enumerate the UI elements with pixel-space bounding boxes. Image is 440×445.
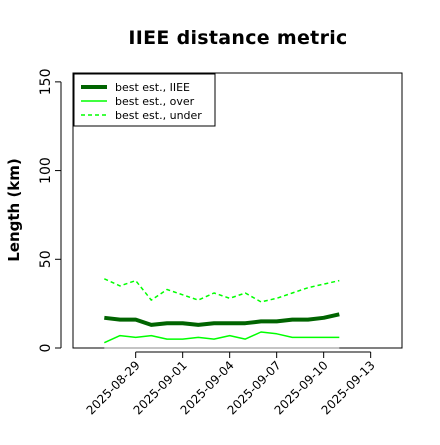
y-tick-label: 150 (38, 69, 54, 96)
y-tick-label: 100 (38, 157, 54, 184)
legend: best est., IIEE best est., over best est… (73, 73, 216, 127)
series-layer (103, 278, 340, 349)
chart-title: IIEE distance metric (128, 27, 347, 49)
series-line-2 (103, 278, 340, 303)
series-line-0 (104, 312, 340, 327)
y-tick-label: 50 (38, 250, 54, 268)
series-line-1 (103, 331, 340, 344)
legend-label-iiee: best est., IIEE (115, 81, 190, 94)
y-axis-label: Length (km) (5, 158, 23, 262)
legend-label-over: best est., over (115, 95, 195, 108)
legend-box (73, 73, 216, 127)
y-tick-label: 0 (38, 344, 54, 353)
legend-label-under: best est., under (115, 109, 202, 122)
y-axis: 0 50 100 150 (38, 69, 62, 353)
